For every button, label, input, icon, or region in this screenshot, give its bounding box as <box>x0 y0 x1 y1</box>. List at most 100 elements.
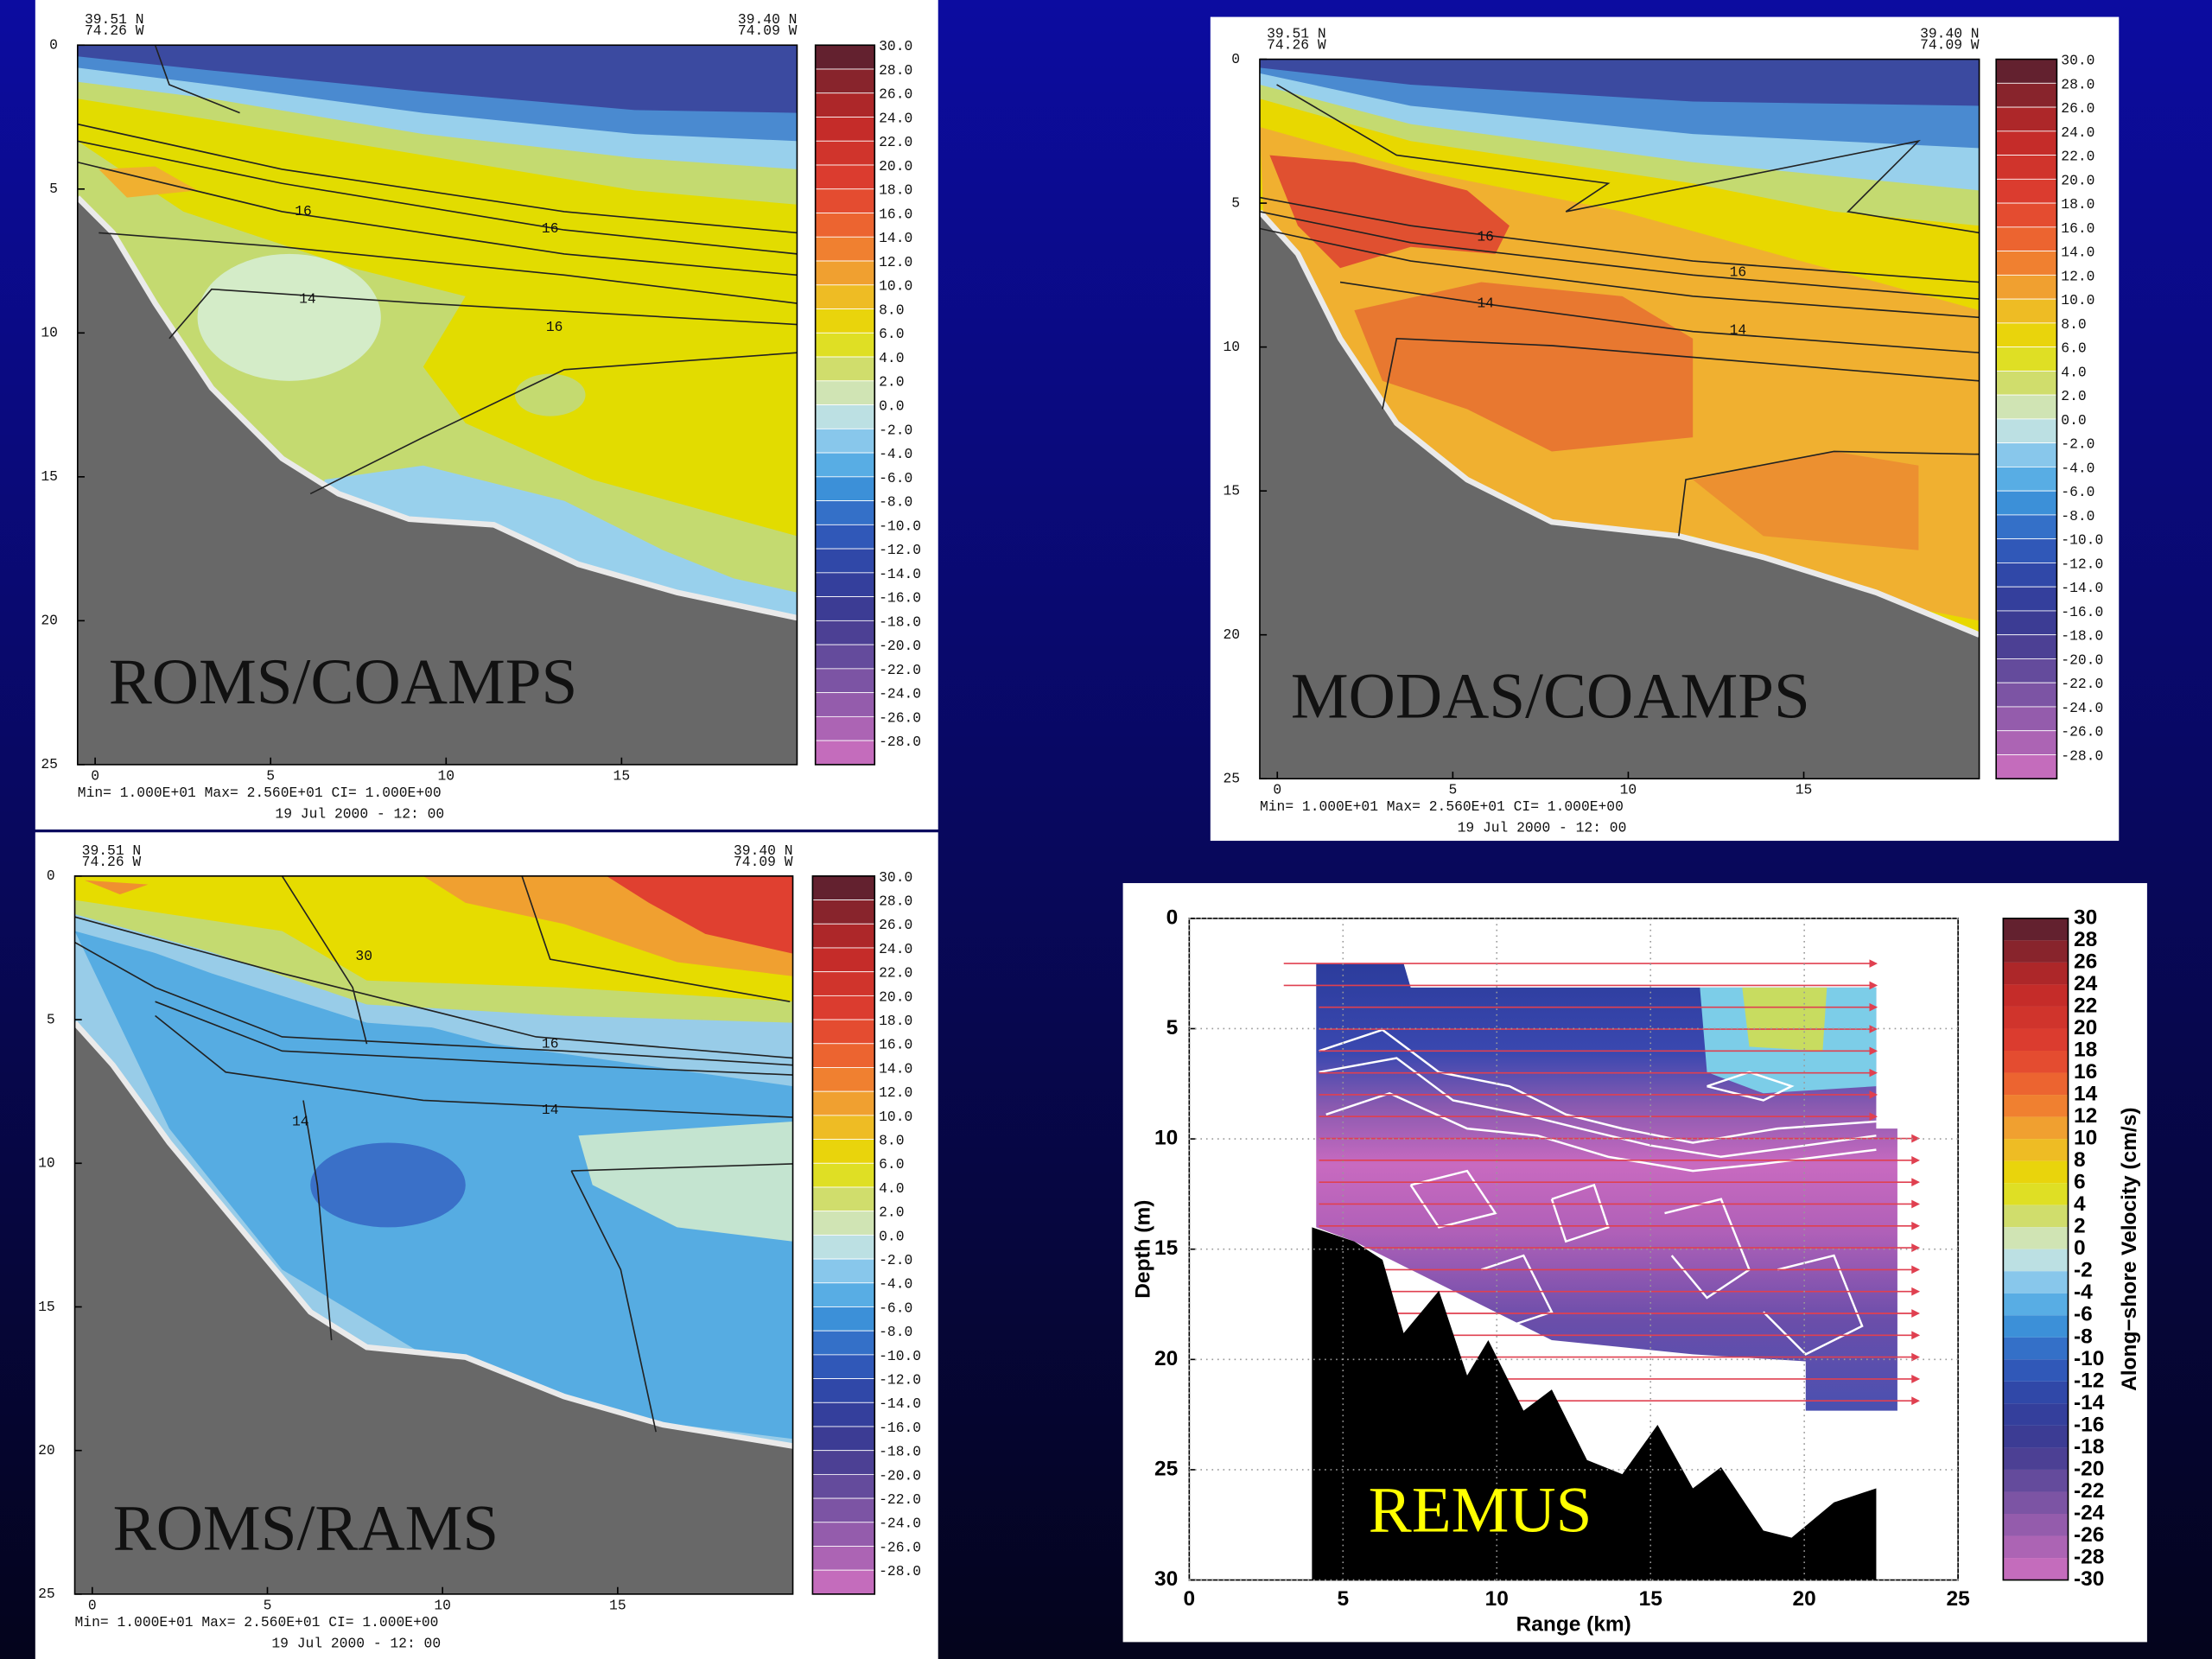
contour-field <box>1319 1028 1877 1144</box>
colorbar-box <box>1995 418 2057 444</box>
contour-field <box>1480 1254 1554 1327</box>
colorbar-label: 6.0 <box>2061 340 2086 357</box>
colorbar-label: -2 <box>2074 1259 2093 1282</box>
plot-frame <box>1259 58 1980 780</box>
x-tick-label: 5 <box>266 767 275 784</box>
end-lon: 74.09 W <box>1920 37 1980 54</box>
colorbar-label: 30 <box>2074 906 2097 929</box>
colorbar-label: -8.0 <box>879 1324 912 1340</box>
colorbar-box <box>812 1402 875 1427</box>
panel-title: REMUS <box>1369 1474 1592 1546</box>
contour-field <box>74 1020 793 1449</box>
colorbar-box <box>812 1090 875 1116</box>
x-tick-label: 15 <box>1796 782 1813 798</box>
colorbar-label: 12.0 <box>879 254 912 270</box>
colorbar-label: -8.0 <box>2061 508 2094 524</box>
colorbar-box <box>812 899 875 925</box>
contour-label: 16 <box>542 1035 559 1052</box>
y-tick-label: 25 <box>1224 771 1241 787</box>
colorbar-box <box>812 1426 875 1452</box>
end-lat: 39.40 N <box>734 842 793 859</box>
colorbar-label: 0.0 <box>879 398 904 415</box>
contour-field <box>1259 209 1980 638</box>
x-tick-label: 5 <box>264 1597 272 1613</box>
colorbar-label: 20 <box>2074 1016 2097 1039</box>
contour-field <box>77 45 798 765</box>
contour-field <box>1707 1071 1795 1102</box>
y-tick-label: 20 <box>38 1442 55 1459</box>
colorbar-label: 14.0 <box>879 230 912 246</box>
plot-frame <box>76 44 798 766</box>
colorbar-label: -20.0 <box>879 1467 921 1484</box>
colorbar-box <box>1995 442 2057 467</box>
colorbar-label: 4.0 <box>2061 364 2086 380</box>
end-lat: 39.40 N <box>738 11 798 28</box>
colorbar-box <box>815 715 875 741</box>
colorbar-label: -16.0 <box>2061 604 2103 620</box>
contour-label: 16 <box>295 203 312 219</box>
contour-field <box>197 253 381 381</box>
colorbar-box <box>812 1019 875 1045</box>
x-tick-label: 0 <box>88 1597 97 1613</box>
colorbar-label: 4 <box>2074 1192 2086 1216</box>
contour-field <box>281 875 368 1045</box>
colorbar-label: 28 <box>2074 928 2097 951</box>
colorbar-box <box>1995 682 2057 708</box>
colorbar-label: -26 <box>2074 1523 2104 1547</box>
x-tick-label: 20 <box>1793 1587 1816 1611</box>
colorbar-box <box>812 1473 875 1499</box>
colorbar-label: 16.0 <box>2061 220 2094 237</box>
colorbar-label: -20.0 <box>879 638 921 654</box>
colorbar-box <box>815 452 875 478</box>
contour-label: 14 <box>1477 295 1494 311</box>
colorbar-label: -28.0 <box>879 1563 921 1580</box>
colorbar-box <box>815 260 875 286</box>
contour-field <box>1259 211 1980 779</box>
contour-field <box>74 916 793 1059</box>
x-tick-label: 10 <box>437 767 454 784</box>
colorbar-box <box>815 188 875 213</box>
colorbar-box <box>2003 1514 2069 1536</box>
x-tick-label: 25 <box>1947 1587 1970 1611</box>
colorbar-label: -6.0 <box>879 470 912 486</box>
colorbar-box <box>1995 634 2057 659</box>
y-tick-label: 0 <box>47 868 55 884</box>
contour-field <box>1693 451 1919 550</box>
y-tick-label: 5 <box>1231 194 1240 211</box>
colorbar-label: -22.0 <box>2061 676 2103 692</box>
colorbar-label: -12.0 <box>879 1372 921 1389</box>
colorbar-label: -4.0 <box>879 446 912 462</box>
contour-field <box>1678 450 1980 537</box>
colorbar-box <box>812 875 875 900</box>
colorbar-box <box>815 644 875 670</box>
contour-field <box>84 880 149 895</box>
colorbar-box <box>1995 130 2057 156</box>
colorbar-box <box>812 1546 875 1571</box>
colorbar-box <box>815 572 875 598</box>
colorbar-box <box>1995 586 2057 612</box>
contour-field <box>99 232 798 304</box>
colorbar-box <box>812 995 875 1020</box>
x-tick-label: 0 <box>91 767 99 784</box>
y-tick-label: 0 <box>49 37 58 54</box>
contour-field <box>155 1001 793 1076</box>
colorbar-box <box>1995 370 2057 396</box>
y-tick-label: 25 <box>1154 1457 1178 1480</box>
y-tick-label: 15 <box>1154 1236 1178 1260</box>
colorbar-label: 16.0 <box>879 1037 912 1053</box>
colorbar-box <box>815 332 875 358</box>
colorbar-label: -10 <box>2074 1347 2104 1370</box>
y-tick-label: 10 <box>1154 1127 1178 1150</box>
colorbar-label: 0.0 <box>2061 412 2086 429</box>
colorbar-box <box>812 1450 875 1475</box>
end-lon: 74.09 W <box>734 854 793 870</box>
colorbar-box <box>815 548 875 574</box>
colorbar-box <box>2003 918 2069 941</box>
colorbar-label: 10.0 <box>879 1109 912 1125</box>
colorbar-box <box>812 1115 875 1140</box>
colorbar-box <box>815 620 875 645</box>
colorbar-box <box>2003 1095 2069 1117</box>
contour-field <box>1339 281 1980 353</box>
colorbar-box <box>812 947 875 973</box>
colorbar-title: Along−shore Velocity (cm/s) <box>2118 1108 2141 1391</box>
